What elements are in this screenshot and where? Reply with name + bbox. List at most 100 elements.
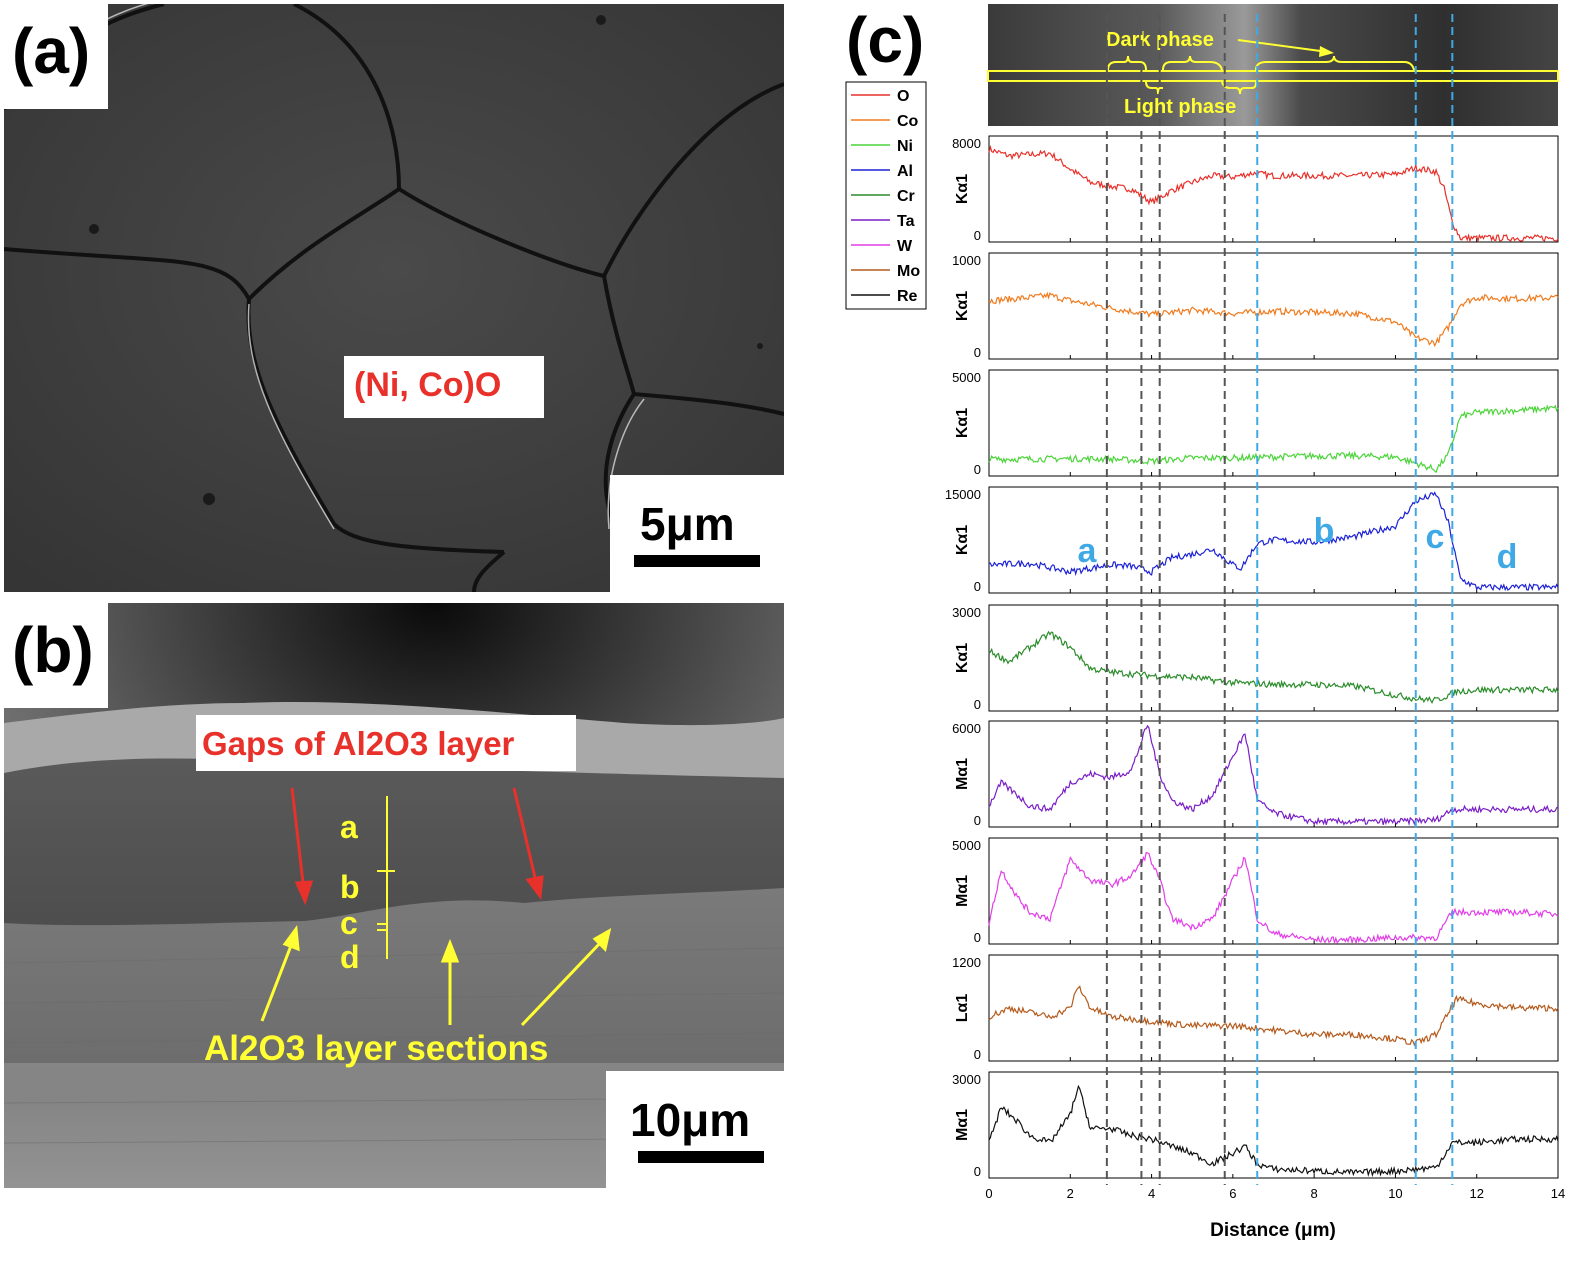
- panel-b-letter-box: (b): [4, 603, 108, 708]
- series-line-ta: [988, 724, 1559, 827]
- y-tick-top: 8000: [952, 136, 981, 151]
- sections-label: Al2O3 layer sections: [204, 1029, 549, 1068]
- series-line-ni: [988, 404, 1559, 474]
- y-axis-label: Kα1: [954, 291, 971, 321]
- distance-axis: Distance (μm) 0 2 4 6 8 10 12 14: [985, 1186, 1565, 1241]
- y-tick-top: 5000: [952, 838, 981, 853]
- panel-a-sem-image: (a) (Ni, Co)O 5μm: [4, 4, 784, 592]
- region-labels: a b c d: [1078, 512, 1518, 576]
- phase-braces: [1107, 55, 1415, 95]
- phase-boundary-lines: [1105, 14, 1454, 1185]
- subplot-frame: [988, 252, 1559, 360]
- scale-bar-b: [638, 1151, 764, 1163]
- legend-label-ta: Ta: [897, 213, 915, 230]
- marker-c: c: [340, 905, 358, 941]
- y-tick-bottom: 0: [974, 228, 981, 243]
- subplot-frame: [988, 720, 1559, 828]
- y-tick-bottom: 0: [974, 345, 981, 360]
- subplot-frame: [988, 1071, 1559, 1179]
- element-legend: O Co Ni Al Cr Ta W Mo Re: [845, 81, 927, 310]
- x-tick-label: 4: [1148, 1186, 1155, 1201]
- linescan-subplots: 8000 0 Kα1 1000 0 Kα1 5000 0 Kα1 15000 0 Kα1 3000 0 Kα…: [945, 135, 1559, 1179]
- legend-label-w: W: [897, 238, 913, 255]
- grain-micrograph: [4, 4, 784, 592]
- legend-label-mo: Mo: [897, 263, 920, 280]
- y-tick-top: 1200: [952, 955, 981, 970]
- y-axis-label: Kα1: [954, 408, 971, 438]
- y-tick-bottom: 0: [974, 697, 981, 712]
- y-tick-bottom: 0: [974, 930, 981, 945]
- marker-b: b: [340, 869, 360, 905]
- region-label-c: c: [1426, 518, 1445, 556]
- subplot-frame: [988, 604, 1559, 712]
- subplot-mo: 1200 0 Lα1: [952, 954, 1559, 1062]
- scale-bar-label-b: 10μm: [630, 1094, 751, 1146]
- x-tick-label: 8: [1311, 1186, 1318, 1201]
- legend-label-ni: Ni: [897, 138, 913, 155]
- x-axis-label: Distance (μm): [1210, 1220, 1336, 1241]
- gaps-label: Gaps of Al2O3 layer: [202, 725, 515, 762]
- panel-a-letter-box: (a): [4, 4, 108, 109]
- x-tick-label: 14: [1551, 1186, 1565, 1201]
- scale-bar-box-a: 5μm: [610, 475, 784, 592]
- legend-label-cr: Cr: [897, 188, 915, 205]
- subplot-frame: [988, 954, 1559, 1062]
- subplot-w: 5000 0 Mα1: [952, 837, 1559, 945]
- y-axis-label: Mα1: [954, 758, 971, 790]
- y-axis-label: Mα1: [954, 1109, 971, 1141]
- y-tick-top: 3000: [952, 1072, 981, 1087]
- subplot-frame: [988, 837, 1559, 945]
- panel-b-sem-image: (b) Gaps of Al2O3 layer a b c d Al2O3 la…: [4, 603, 784, 1188]
- phase-label: (Ni, Co)O: [354, 366, 502, 404]
- gap-arrows: [290, 787, 544, 906]
- section-arrows: [260, 924, 612, 1027]
- gaps-label-box: Gaps of Al2O3 layer: [196, 715, 576, 771]
- series-line-cr: [988, 630, 1559, 705]
- x-tick-label: 6: [1229, 1186, 1236, 1201]
- y-tick-top: 1000: [952, 253, 981, 268]
- region-label-a: a: [1078, 532, 1098, 570]
- legend-label-al: Al: [897, 163, 913, 180]
- y-tick-top: 6000: [952, 721, 981, 736]
- y-axis-label: Kα1: [954, 174, 971, 204]
- y-axis-label: Kα1: [954, 643, 971, 673]
- y-tick-bottom: 0: [974, 813, 981, 828]
- legend-label-re: Re: [897, 288, 918, 305]
- region-label-b: b: [1314, 512, 1335, 550]
- surface-pores: [89, 15, 763, 505]
- series-line-o: [988, 144, 1559, 244]
- scale-bar-label-a: 5μm: [640, 498, 735, 550]
- legend-label-co: Co: [897, 113, 919, 130]
- subplot-co: 1000 0 Kα1: [952, 252, 1559, 360]
- scale-bar-a: [634, 555, 760, 567]
- panel-a-letter: (a): [12, 15, 91, 87]
- panel-c-letter: (c): [846, 4, 924, 76]
- series-line-mo: [988, 985, 1559, 1047]
- y-tick-top: 15000: [945, 487, 981, 502]
- series-line-al: [988, 491, 1559, 592]
- subplot-ni: 5000 0 Kα1: [952, 369, 1559, 477]
- subplot-re: 3000 0 Mα1: [952, 1071, 1559, 1179]
- series-line-re: [988, 1084, 1559, 1178]
- series-line-co: [988, 291, 1559, 348]
- y-tick-bottom: 0: [974, 1047, 981, 1062]
- series-line-w: [988, 851, 1559, 945]
- marker-a: a: [340, 809, 358, 845]
- line-scan-marker: [377, 796, 395, 959]
- y-tick-bottom: 0: [974, 462, 981, 477]
- subplot-ta: 6000 0 Mα1: [952, 720, 1559, 828]
- light-phase-label: Light phase: [1124, 96, 1236, 118]
- subplot-frame: [988, 486, 1559, 594]
- subplot-o: 8000 0 Kα1: [952, 135, 1559, 244]
- scan-line-box: [987, 70, 1559, 82]
- scale-bar-box-b: 10μm: [606, 1071, 784, 1188]
- y-tick-top: 5000: [952, 370, 981, 385]
- y-tick-bottom: 0: [974, 1164, 981, 1179]
- panel-b-letter: (b): [12, 614, 94, 686]
- region-label-d: d: [1497, 538, 1518, 576]
- marker-d: d: [340, 939, 360, 975]
- y-axis-label: Lα1: [954, 994, 971, 1023]
- subplot-al: 15000 0 Kα1: [945, 486, 1559, 594]
- x-tick-label: 12: [1469, 1186, 1483, 1201]
